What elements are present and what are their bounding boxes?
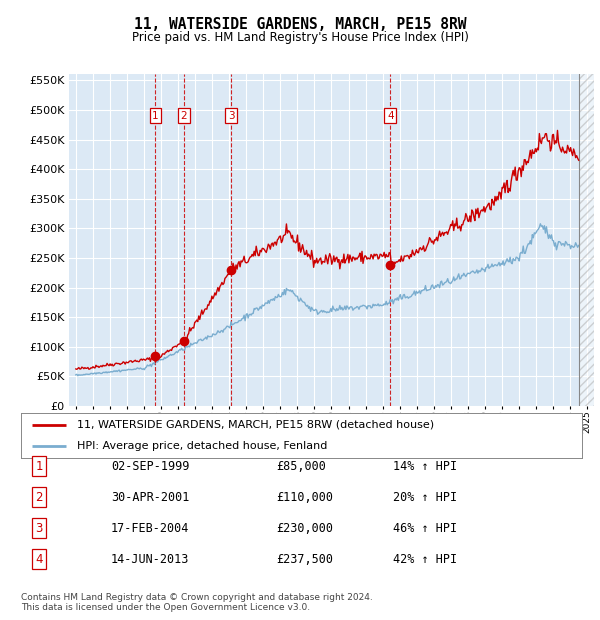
- Text: £85,000: £85,000: [276, 460, 326, 472]
- Text: HPI: Average price, detached house, Fenland: HPI: Average price, detached house, Fenl…: [77, 440, 328, 451]
- Text: 4: 4: [35, 553, 43, 565]
- Text: 20% ↑ HPI: 20% ↑ HPI: [393, 491, 457, 503]
- Text: 3: 3: [228, 111, 235, 121]
- Text: 1: 1: [152, 111, 159, 121]
- Text: £110,000: £110,000: [276, 491, 333, 503]
- Text: 1: 1: [35, 460, 43, 472]
- Text: 30-APR-2001: 30-APR-2001: [111, 491, 190, 503]
- Text: 4: 4: [387, 111, 394, 121]
- Text: 02-SEP-1999: 02-SEP-1999: [111, 460, 190, 472]
- Text: 11, WATERSIDE GARDENS, MARCH, PE15 8RW: 11, WATERSIDE GARDENS, MARCH, PE15 8RW: [134, 17, 466, 32]
- Text: Price paid vs. HM Land Registry's House Price Index (HPI): Price paid vs. HM Land Registry's House …: [131, 31, 469, 43]
- Bar: [578, 74, 594, 406]
- Text: 42% ↑ HPI: 42% ↑ HPI: [393, 553, 457, 565]
- Text: Contains HM Land Registry data © Crown copyright and database right 2024.
This d: Contains HM Land Registry data © Crown c…: [21, 593, 373, 612]
- Text: 2: 2: [181, 111, 187, 121]
- Text: 17-FEB-2004: 17-FEB-2004: [111, 522, 190, 534]
- Text: 2: 2: [35, 491, 43, 503]
- Text: 11, WATERSIDE GARDENS, MARCH, PE15 8RW (detached house): 11, WATERSIDE GARDENS, MARCH, PE15 8RW (…: [77, 420, 434, 430]
- Text: £230,000: £230,000: [276, 522, 333, 534]
- Text: 3: 3: [35, 522, 43, 534]
- Text: 46% ↑ HPI: 46% ↑ HPI: [393, 522, 457, 534]
- Text: £237,500: £237,500: [276, 553, 333, 565]
- Text: 14-JUN-2013: 14-JUN-2013: [111, 553, 190, 565]
- Text: 14% ↑ HPI: 14% ↑ HPI: [393, 460, 457, 472]
